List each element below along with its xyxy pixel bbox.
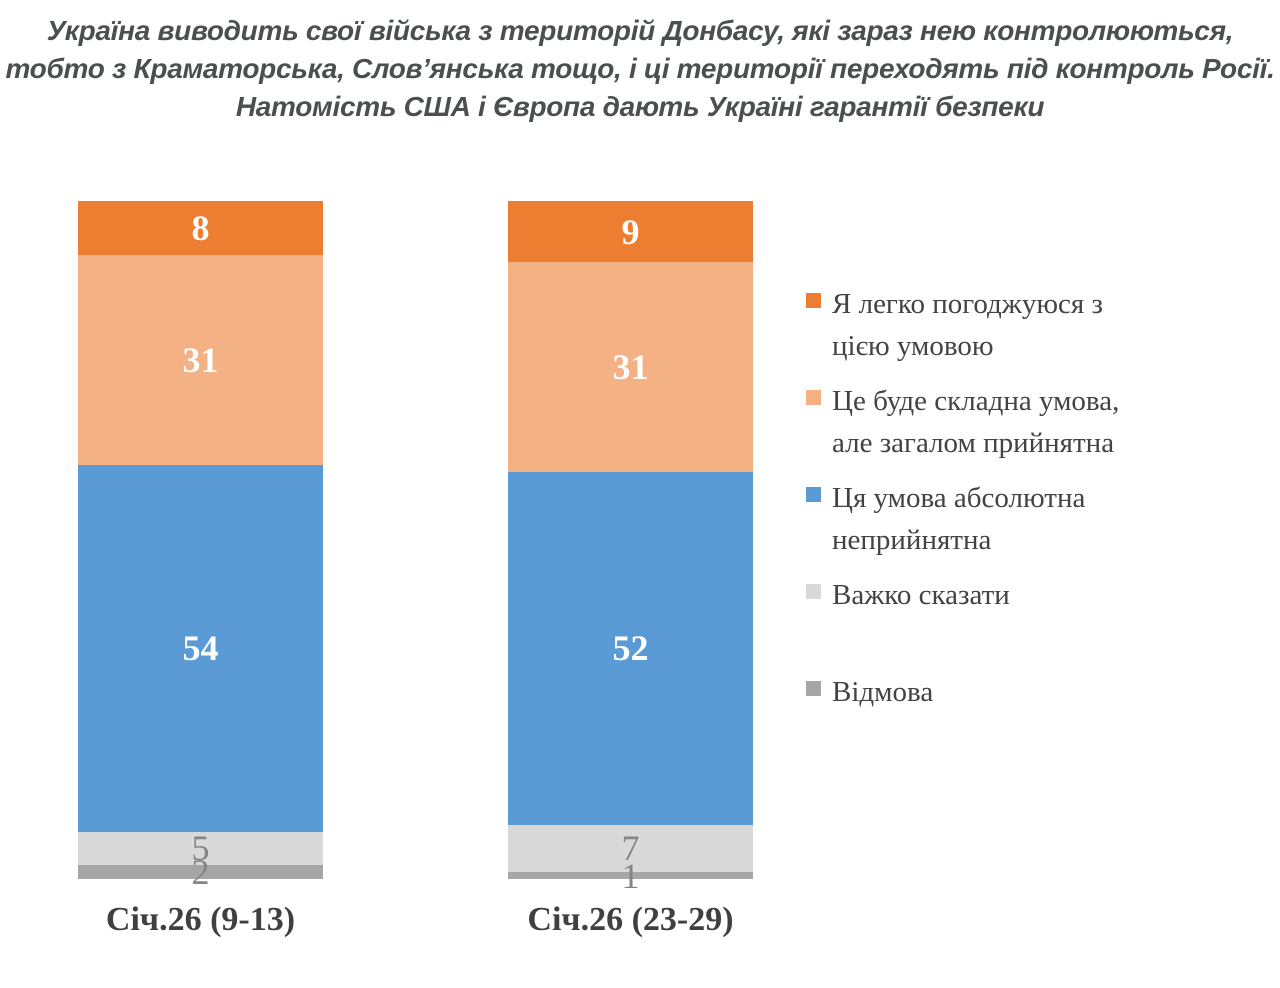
bar-segment: 1: [508, 858, 753, 894]
bar-segment: 2: [78, 854, 323, 890]
bar-segment: 9: [508, 201, 753, 263]
legend-marker: [806, 293, 821, 308]
legend-item: Це буде складна умова, але загалом прийн…: [806, 380, 1226, 477]
bar-segment: 8: [78, 201, 323, 256]
legend-label: Важко сказати: [832, 579, 1010, 611]
chart-title: Україна виводить свої війська з територі…: [0, 12, 1280, 126]
bar-segment: 54: [78, 465, 323, 832]
category-label-jan-23-29: Січ.26 (23-29): [527, 901, 734, 938]
legend-label: Відмова: [832, 676, 934, 708]
data-label: 2: [191, 852, 210, 893]
data-label: 8: [191, 208, 210, 249]
data-label: 31: [612, 347, 649, 388]
legend-item: Я легко погоджуюся з цією умовою: [806, 283, 1226, 380]
legend-marker: [806, 584, 821, 599]
data-label: 5: [191, 828, 210, 869]
bar-segment: 7: [508, 824, 753, 873]
chart-title-line-2: тобто з Краматорська, Слов’янська тощо, …: [5, 53, 1275, 84]
chart-title-line-1: Україна виводить свої війська з територі…: [46, 15, 1234, 46]
category-label-jan-9-13: Січ.26 (9-13): [105, 901, 296, 938]
bar-segment: 52: [508, 472, 753, 825]
legend-marker: [806, 681, 821, 696]
bar-segment: 31: [508, 262, 753, 473]
legend-item: Важко сказати: [806, 574, 1226, 671]
legend-item: Відмова: [806, 671, 1226, 768]
data-label: 1: [621, 855, 640, 896]
bar-segment: 5: [78, 828, 323, 869]
legend-marker: [806, 390, 821, 405]
bar-segment: 31: [78, 255, 323, 466]
data-label: 7: [621, 828, 640, 869]
stacked-bar-jan-9-13: 8 31 54 5 2: [78, 201, 323, 890]
legend-label: Це буде складна умова, але загалом прийн…: [832, 385, 1120, 459]
chart-legend: Я легко погоджуюся з цією умовою Це буде …: [806, 283, 1226, 768]
data-label: 52: [612, 628, 649, 669]
data-label: 31: [182, 340, 219, 381]
stacked-bar-jan-23-29: 9 31 52 7 1: [508, 201, 753, 894]
chart-title-line-3: Натомість США і Європа дають Україні гар…: [235, 91, 1045, 122]
legend-label: Ця умова абсолютна неприйнятна: [832, 482, 1086, 556]
legend-item: Ця умова абсолютна неприйнятна: [806, 477, 1226, 574]
data-label: 9: [621, 211, 640, 252]
data-label: 54: [182, 628, 219, 669]
legend-label: Я легко погоджуюся з цією умовою: [832, 288, 1103, 362]
legend-marker: [806, 487, 821, 502]
